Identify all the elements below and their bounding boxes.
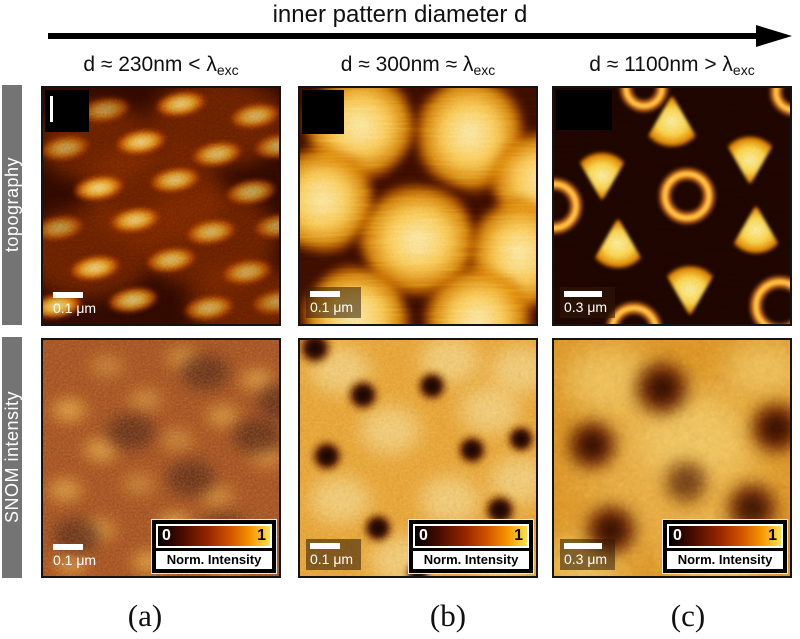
row-label-snom-intensity: SNOM intensity [2,337,22,578]
panel-label-b: (b) [429,598,467,633]
topography-image-c: 0.3 μm [552,86,792,326]
colorbar-legend: 0 1 Norm. Intensity [408,519,534,574]
colorbar-gradient: 0 1 [667,524,783,548]
panel-label-c: (c) [670,598,706,633]
scalebar-snom-a: 0.1 μm [53,544,96,568]
column-header-c: d ≈ 1100nm > λexc [552,50,792,80]
scalebar-bar [564,291,602,297]
column-header-c-subscript: exc [732,62,755,78]
column-header-a-subscript: exc [216,62,239,78]
panel-label-a: (a) [127,598,163,633]
arrow-right-icon [756,25,792,47]
masked-region [556,90,612,130]
column-header-c-text: d ≈ 1100nm > λ [589,53,733,76]
colorbar-gradient: 0 1 [156,524,272,548]
colorbar-max-label: 1 [257,527,266,544]
snom-image-c: 0.3 μm 0 1 Norm. Intensity [552,338,792,578]
scalebar-bar [53,544,83,550]
colorbar-min-label: 0 [162,527,171,544]
scalebar-bar [53,292,83,298]
tick-mark [50,96,53,122]
colorbar-legend: 0 1 Norm. Intensity [662,519,788,574]
snom-image-a: 0.1 μm 0 1 Norm. Intensity [41,338,281,578]
diameter-arrow-line [48,33,760,39]
scalebar-label: 0.1 μm [53,300,97,316]
colorbar-min-label: 0 [419,527,428,544]
column-header-b-subscript: exc [473,62,496,78]
column-header-b-text: d ≈ 300nm ≈ λ [340,53,474,76]
scalebar-label: 0.1 μm [310,299,354,315]
scalebar-label: 0.1 μm [310,551,354,567]
colorbar-title: Norm. Intensity [667,551,783,569]
scalebar-label: 0.1 μm [53,552,97,568]
scalebar-topo-a: 0.1 μm [53,292,96,316]
row-label-topography-text: topography [1,157,22,253]
colorbar-title: Norm. Intensity [156,551,272,569]
colorbar-title: Norm. Intensity [413,551,529,569]
snom-image-b: 0.1 μm 0 1 Norm. Intensity [298,338,538,578]
column-header-b: d ≈ 300nm ≈ λexc [298,50,538,80]
colorbar-legend: 0 1 Norm. Intensity [151,519,277,574]
scalebar-label: 0.3 μm [564,299,608,315]
colorbar-max-label: 1 [514,527,523,544]
colorbar-min-label: 0 [673,527,682,544]
masked-region [302,90,344,134]
scalebar-bar [564,543,602,549]
topography-image-a: 0.1 μm [41,86,281,326]
scalebar-snom-c: 0.3 μm [560,539,616,570]
column-header-a: d ≈ 230nm < λexc [41,50,281,80]
scalebar-topo-c: 0.3 μm [560,287,616,318]
row-label-topography: topography [2,85,22,325]
scalebar-bar [310,543,340,549]
colorbar-gradient: 0 1 [413,524,529,548]
scalebar-bar [310,291,340,297]
figure-title: inner pattern diameter d [272,1,528,28]
column-header-a-text: d ≈ 230nm < λ [83,53,217,76]
colorbar-max-label: 1 [768,527,777,544]
masked-region [45,90,89,132]
topography-image-b: 0.1 μm [298,86,538,326]
scalebar-snom-b: 0.1 μm [306,539,362,570]
scalebar-topo-b: 0.1 μm [306,287,362,318]
scalebar-label: 0.3 μm [564,551,608,567]
row-label-snom-text: SNOM intensity [1,391,22,524]
